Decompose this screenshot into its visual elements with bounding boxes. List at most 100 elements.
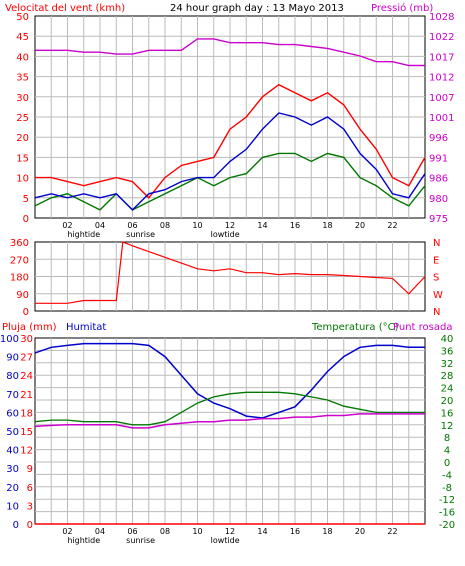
event-label: lowtide <box>211 536 240 545</box>
pressure-tick: 1007 <box>429 93 454 104</box>
temperature-tick: 36 <box>441 346 454 357</box>
compass-tick: E <box>433 255 439 266</box>
temperature-tick: -20 <box>439 520 455 531</box>
compass-tick: N <box>433 238 440 249</box>
series-average <box>34 112 426 211</box>
temperature-tick: 12 <box>441 421 454 432</box>
hour-tick: 14 <box>257 527 267 536</box>
hour-tick: 20 <box>355 221 365 230</box>
rain-tick: 27 <box>20 353 33 364</box>
direction-tick: 180 <box>10 273 29 284</box>
rain-tick: 12 <box>20 446 33 457</box>
compass-tick: N <box>433 307 440 318</box>
humidity-tick: 70 <box>6 390 19 401</box>
humidity-tick: 50 <box>6 427 19 438</box>
hour-tick: 14 <box>257 221 267 230</box>
humidity-tick: 0 <box>13 520 19 531</box>
event-label: hightide <box>67 536 100 545</box>
wind-speed-tick: 5 <box>23 194 29 205</box>
pressure-tick: 980 <box>429 194 448 205</box>
event-label: sunrise <box>126 536 155 545</box>
series-green <box>34 152 426 211</box>
rain-tick: 24 <box>20 371 33 382</box>
temperature-tick: -8 <box>442 483 452 494</box>
pressure-title: Pressió (mb) <box>371 2 433 14</box>
rain-tick: 6 <box>27 483 33 494</box>
wind-speed-tick: 10 <box>16 174 29 185</box>
humidity-tick: 60 <box>6 408 19 419</box>
temperature-tick: 32 <box>441 359 454 370</box>
pressure-tick: 1017 <box>429 52 454 63</box>
axis-ticks: 0510152025303540455097598098699199610011… <box>0 12 455 545</box>
hour-tick: 06 <box>127 527 137 536</box>
pressure-tick: 975 <box>429 214 448 225</box>
rain-tick: 9 <box>27 464 33 475</box>
temperature-tick: 8 <box>444 433 450 444</box>
rain-tick: 3 <box>27 501 33 512</box>
wind-speed-tick: 50 <box>16 12 29 23</box>
humidity-tick: 40 <box>6 446 19 457</box>
compass-tick: W <box>433 290 443 301</box>
compass-tick: S <box>433 273 439 284</box>
rain-tick: 0 <box>27 520 33 531</box>
temperature-title: Temperatura (°C) <box>311 322 399 333</box>
dew-point-title: Punt rosada <box>393 322 452 333</box>
direction-tick: 90 <box>16 290 29 301</box>
humidity-tick: 100 <box>0 334 19 345</box>
wind-speed-tick: 35 <box>16 73 29 84</box>
hour-tick: 18 <box>322 527 332 536</box>
wind-speed-tick: 40 <box>16 52 29 63</box>
temperature-tick: 4 <box>444 446 450 457</box>
series-temperature <box>34 391 425 426</box>
wind-speed-tick: 0 <box>23 214 29 225</box>
pressure-tick: 1001 <box>429 113 454 124</box>
hour-tick: 02 <box>62 221 72 230</box>
hour-tick: 02 <box>62 527 72 536</box>
series-dew-point <box>34 413 425 429</box>
temperature-tick: 20 <box>441 396 454 407</box>
pressure-tick: 996 <box>429 133 448 144</box>
humidity-tick: 20 <box>6 483 19 494</box>
rain-tick: 18 <box>20 408 33 419</box>
rain-tick: 30 <box>20 334 33 345</box>
pressure-tick: 991 <box>429 153 448 164</box>
hour-tick: 22 <box>387 221 397 230</box>
direction-tick: 0 <box>23 307 29 318</box>
wind-speed-tick: 30 <box>16 93 29 104</box>
hour-tick: 04 <box>95 221 105 230</box>
rain-tick: 15 <box>20 427 33 438</box>
direction-tick: 360 <box>10 238 29 249</box>
rain-title: Pluja (mm) <box>2 322 57 333</box>
humidity-title: Humitat <box>66 322 106 333</box>
pressure-tick: 1022 <box>429 32 454 43</box>
hour-tick: 10 <box>192 221 202 230</box>
temperature-tick: -16 <box>439 508 455 519</box>
hour-tick: 08 <box>160 221 170 230</box>
series-humidity <box>34 342 425 419</box>
direction-tick: 270 <box>10 255 29 266</box>
hour-tick: 12 <box>225 221 235 230</box>
humidity-tick: 80 <box>6 371 19 382</box>
hour-tick: 16 <box>290 221 300 230</box>
pressure-tick: 986 <box>429 174 448 185</box>
series-gust <box>35 83 426 199</box>
hour-tick: 08 <box>160 527 170 536</box>
rain-tick: 21 <box>20 390 33 401</box>
temperature-tick: 0 <box>444 458 450 469</box>
graph-title: 24 hour graph day : 13 Mayo 2013 <box>170 3 344 14</box>
series-direction <box>35 241 426 304</box>
event-label: sunrise <box>126 230 155 239</box>
event-label: hightide <box>67 230 100 239</box>
temperature-tick: 24 <box>441 384 454 395</box>
pressure-tick: 1028 <box>429 12 454 23</box>
hour-tick: 10 <box>192 527 202 536</box>
wind-speed-tick: 15 <box>16 153 29 164</box>
hour-tick: 18 <box>322 221 332 230</box>
temperature-tick: 16 <box>441 408 454 419</box>
wind-speed-title: Velocitat del vent (kmh) <box>5 3 125 14</box>
hour-tick: 06 <box>127 221 137 230</box>
temperature-tick: -12 <box>439 495 455 506</box>
humidity-tick: 10 <box>6 501 19 512</box>
